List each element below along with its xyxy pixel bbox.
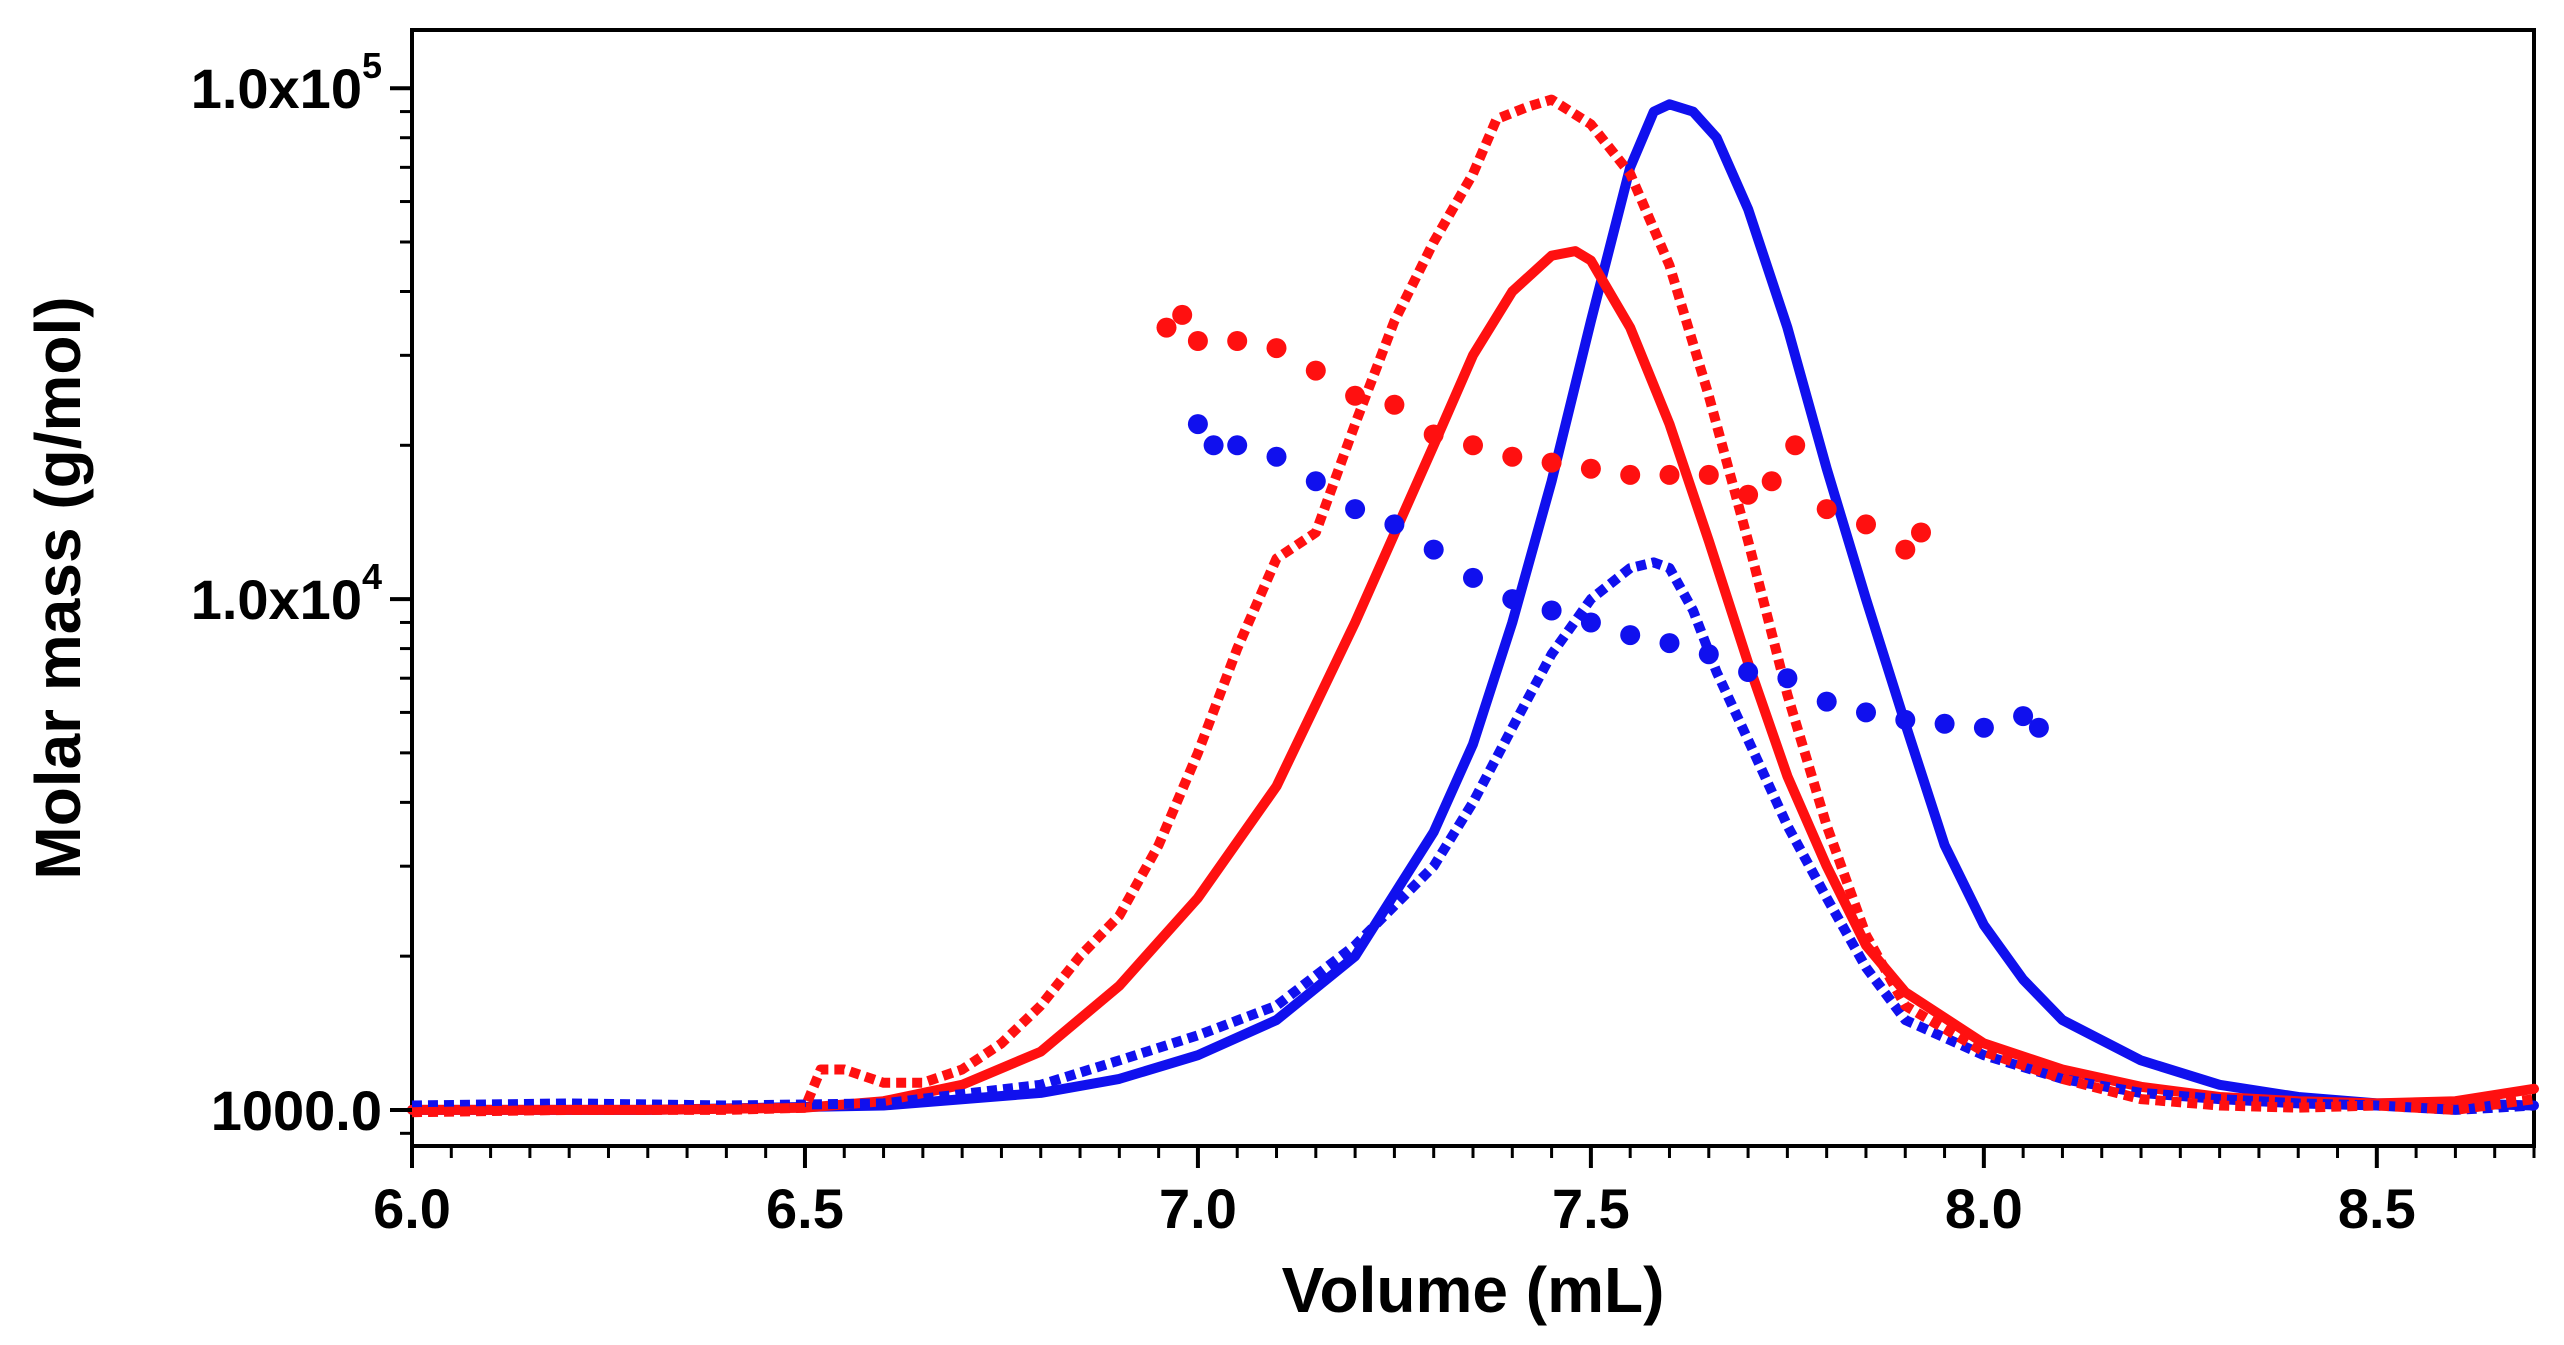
y-tick-label: 1.0x104 [191, 556, 382, 631]
blue-dots-point [1227, 435, 1248, 456]
blue-dots-point [1203, 435, 1224, 456]
red-dots-point [1172, 304, 1193, 325]
red-dots-point [1266, 338, 1287, 359]
blue-dots-point [1266, 446, 1287, 467]
red-dots-point [1659, 464, 1680, 485]
blue-dots-point [1620, 625, 1641, 646]
red-dots-point [1305, 360, 1326, 381]
blue-dots-point [1345, 499, 1366, 520]
red-dots-point [1580, 458, 1601, 479]
red-dotted-line [411, 94, 2535, 1118]
blue-dots-point [1384, 514, 1405, 535]
red-dots-point [1187, 331, 1208, 351]
red-dots-point [1156, 317, 1177, 338]
x-axis: 6.0 6.5 7.0 7.5 8.0 8.5 [373, 1146, 2536, 1240]
red-dots-point [1345, 385, 1366, 406]
blue-solid-line [407, 99, 2539, 1115]
blue-dotted-line [411, 557, 2535, 1115]
red-dots-point [1502, 446, 1523, 467]
blue-dots-point [1895, 709, 1916, 730]
blue-dots-point [1973, 717, 1994, 738]
red-dots-point [1895, 539, 1916, 560]
red-dots-point [1423, 424, 1444, 445]
blue-dots-point [1934, 713, 1955, 734]
blue-dots-point [2013, 706, 2034, 727]
x-tick-label: 6.0 [373, 1177, 451, 1240]
blue-dots-point [1423, 539, 1444, 560]
blue-dots-point [1698, 644, 1719, 665]
red-dots-point [1384, 394, 1405, 415]
red-dots-point [1620, 464, 1641, 485]
series-layer [407, 94, 2539, 1118]
red-dots-point [1911, 522, 1931, 543]
red-dots-point [1227, 331, 1248, 351]
y-tick-label: 1000.0 [211, 1079, 382, 1142]
x-tick-label: 8.5 [2338, 1177, 2416, 1240]
x-tick-label: 7.5 [1552, 1177, 1630, 1240]
blue-dots-point [1541, 600, 1562, 621]
x-tick-label: 7.0 [1159, 1177, 1237, 1240]
red-dots-series [1156, 304, 1931, 560]
red-solid-line [407, 246, 2539, 1115]
y-axis: 1000.0 1.0x104 1.0x105 [191, 45, 412, 1142]
blue-dots-point [1738, 662, 1759, 682]
x-axis-title: Volume (mL) [1282, 1254, 1665, 1326]
red-dots-point [1698, 464, 1719, 485]
blue-dots-point [1305, 471, 1326, 492]
plot-frame [410, 28, 2536, 1148]
red-dots-point [1856, 514, 1876, 535]
red-dots-point [1463, 435, 1483, 456]
blue-dots-point [1580, 612, 1601, 633]
red-dots-point [1761, 471, 1782, 492]
red-dots-point [1738, 484, 1759, 505]
x-tick-label: 8.0 [1945, 1177, 2023, 1240]
red-dots-point [1541, 452, 1562, 473]
blue-dots-point [2028, 717, 2049, 738]
blue-dots-series [1187, 414, 2049, 738]
red-dots-point [1785, 435, 1806, 456]
y-tick-label: 1.0x105 [191, 45, 382, 120]
blue-dots-point [1187, 414, 1208, 435]
blue-dots-point [1463, 567, 1483, 588]
blue-dots-point [1856, 702, 1876, 723]
blue-dots-point [1659, 633, 1680, 654]
blue-dots-point [1816, 691, 1837, 712]
blue-dots-point [1777, 668, 1798, 689]
red-dots-point [1816, 499, 1837, 520]
x-tick-label: 6.5 [766, 1177, 844, 1240]
y-axis-title: Molar mass (g/mol) [22, 296, 94, 879]
blue-dots-point [1502, 589, 1523, 610]
